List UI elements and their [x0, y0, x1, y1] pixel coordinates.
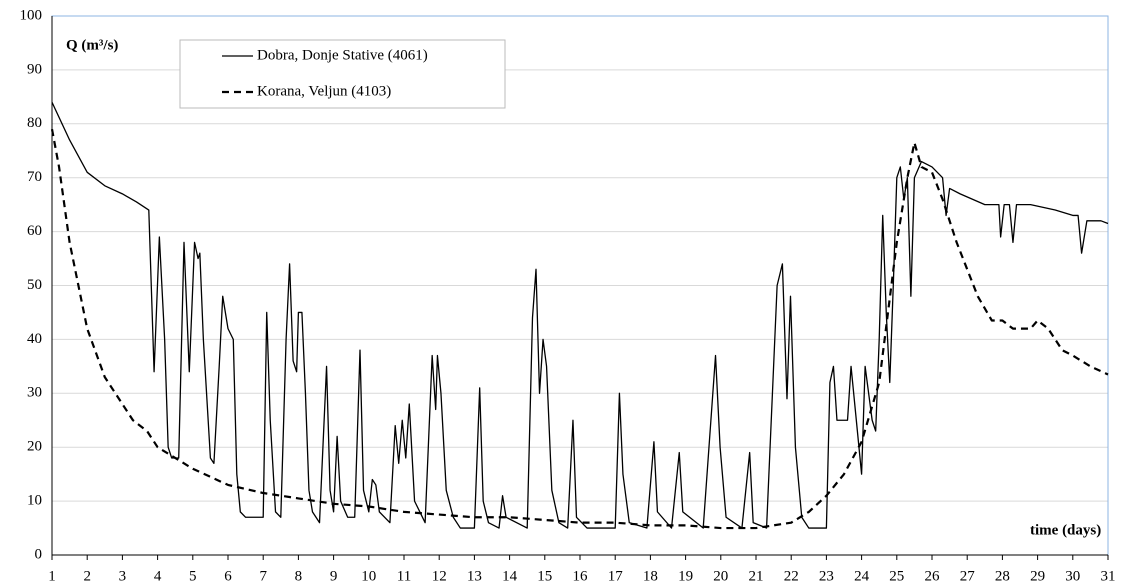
x-tick-label: 13 — [467, 568, 482, 584]
y-tick-label: 80 — [27, 115, 42, 131]
y-tick-label: 50 — [27, 277, 42, 293]
x-tick-label: 1 — [48, 568, 56, 584]
x-tick-label: 15 — [537, 568, 552, 584]
x-tick-label: 9 — [330, 568, 338, 584]
x-tick-label: 14 — [502, 568, 518, 584]
x-tick-label: 27 — [960, 568, 976, 584]
legend-label: Dobra, Donje Stative (4061) — [257, 47, 428, 63]
x-tick-label: 4 — [154, 568, 162, 584]
x-tick-label: 2 — [83, 568, 91, 584]
y-tick-label: 0 — [35, 546, 43, 562]
legend-box — [179, 39, 506, 109]
x-tick-label: 12 — [432, 568, 447, 584]
x-tick-label: 16 — [573, 568, 589, 584]
y-tick-label: 70 — [27, 169, 42, 185]
x-tick-label: 10 — [361, 568, 376, 584]
x-tick-label: 21 — [749, 568, 764, 584]
x-axis-label: time (days) — [1030, 522, 1101, 538]
x-tick-label: 25 — [889, 568, 904, 584]
x-tick-label: 8 — [295, 568, 303, 584]
x-tick-label: 3 — [119, 568, 127, 584]
legend: Dobra, Donje Stative (4061) Korana, Velju… — [179, 39, 506, 109]
y-tick-label: 10 — [27, 493, 42, 509]
x-tick-label: 20 — [713, 568, 728, 584]
x-tick-label: 22 — [784, 568, 799, 584]
y-tick-label: 100 — [20, 7, 43, 23]
x-tick-label: 28 — [995, 568, 1010, 584]
y-tick-label: 90 — [27, 61, 42, 77]
y-axis-label: Q (m³/s) — [66, 37, 118, 53]
x-tick-label: 18 — [643, 568, 658, 584]
x-tick-label: 29 — [1030, 568, 1045, 584]
x-tick-label: 24 — [854, 568, 870, 584]
x-tick-label: 31 — [1101, 568, 1116, 584]
x-tick-label: 6 — [224, 568, 232, 584]
line-series — [50, 128, 1109, 530]
y-tick-label: 30 — [27, 385, 42, 401]
y-tick-label: 40 — [27, 331, 42, 347]
x-tick-label: 5 — [189, 568, 197, 584]
x-tick-label: 23 — [819, 568, 834, 584]
x-tick-label: 7 — [259, 568, 267, 584]
x-tick-label: 11 — [397, 568, 411, 584]
x-tick-label: 26 — [925, 568, 941, 584]
x-tick-label: 17 — [608, 568, 624, 584]
y-tick-label: 60 — [27, 223, 42, 239]
x-tick-label: 19 — [678, 568, 693, 584]
legend-label: Korana, Veljun (4103) — [257, 83, 391, 99]
line-series — [51, 101, 1109, 529]
x-tick-label: 30 — [1065, 568, 1080, 584]
y-tick-label: 20 — [27, 439, 42, 455]
